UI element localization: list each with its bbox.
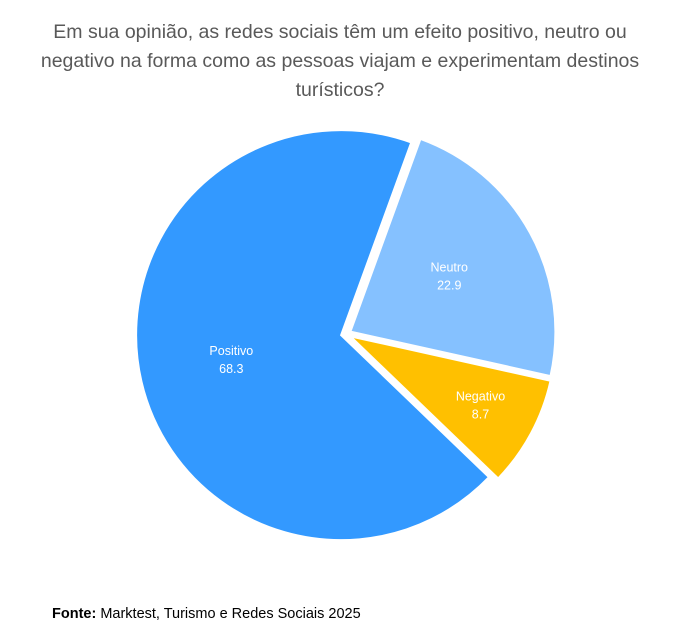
slice-label: Positivo xyxy=(209,344,253,358)
value-label: 68.3 xyxy=(219,362,243,376)
pie-slice xyxy=(135,129,491,542)
pie-slice xyxy=(349,137,557,378)
value-label: 22.9 xyxy=(437,279,461,293)
source-text: Marktest, Turismo e Redes Sociais 2025 xyxy=(100,606,361,622)
slice-label: Neutro xyxy=(430,261,468,275)
slice-label: Negativo xyxy=(456,389,505,403)
source: Fonte: Marktest, Turismo e Redes Sociais… xyxy=(52,606,361,622)
value-label: 8.7 xyxy=(472,407,489,421)
chart-title: Em sua opinião, as redes sociais têm um … xyxy=(40,21,640,101)
pie-slice xyxy=(347,334,552,480)
source-label: Fonte: xyxy=(52,606,97,622)
chart: Positivo 68.3 Neutro 22.9 Negativo 8.7 xyxy=(135,129,557,542)
